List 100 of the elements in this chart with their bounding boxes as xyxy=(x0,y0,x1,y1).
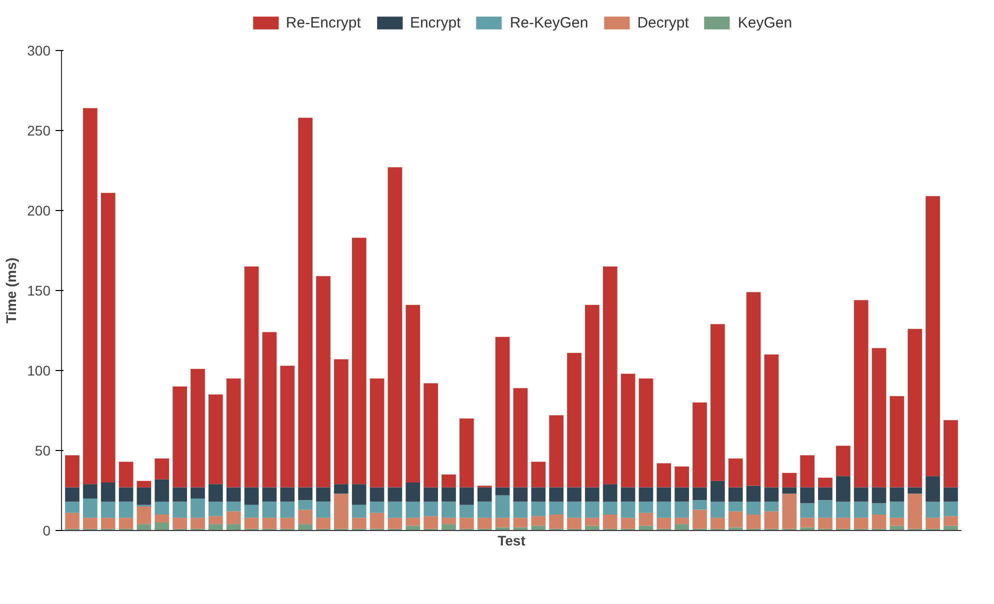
bar xyxy=(549,487,564,502)
y-tick-label: 50 xyxy=(34,442,51,458)
bar xyxy=(818,518,832,529)
bar xyxy=(83,518,98,529)
bar xyxy=(100,482,116,502)
bar xyxy=(136,506,152,524)
y-axis-title: Time (ms) xyxy=(3,258,20,324)
bar xyxy=(172,487,187,502)
bar xyxy=(602,502,618,514)
bar xyxy=(585,518,600,526)
bar xyxy=(602,266,618,484)
bar xyxy=(190,487,205,498)
bar xyxy=(585,526,600,530)
bar xyxy=(460,487,474,505)
bar xyxy=(352,238,366,484)
bar xyxy=(728,487,743,502)
bar xyxy=(262,518,277,529)
bar xyxy=(280,502,295,518)
bar xyxy=(513,518,528,528)
bar xyxy=(549,502,564,514)
bar xyxy=(495,518,510,528)
bar xyxy=(244,266,259,488)
bar xyxy=(406,518,420,526)
bar xyxy=(585,487,600,502)
bar xyxy=(118,502,134,518)
bar xyxy=(477,487,492,502)
bar xyxy=(460,518,474,529)
bar xyxy=(710,324,725,481)
bar xyxy=(83,484,98,498)
bar xyxy=(818,478,832,488)
bar xyxy=(280,366,295,488)
bar xyxy=(226,487,241,502)
bar xyxy=(136,487,152,505)
bar xyxy=(638,512,654,526)
bar xyxy=(298,118,312,488)
bar xyxy=(872,514,886,529)
bar xyxy=(728,458,743,488)
bar xyxy=(370,502,384,513)
bar xyxy=(65,487,80,502)
bar xyxy=(244,487,259,505)
bar xyxy=(890,396,904,488)
bar xyxy=(172,502,187,518)
bar xyxy=(890,518,904,526)
bar xyxy=(531,487,546,502)
bar xyxy=(620,374,636,488)
bar xyxy=(854,487,868,502)
bar xyxy=(370,512,384,529)
bar xyxy=(154,522,170,530)
bar xyxy=(620,518,636,529)
bar xyxy=(926,196,940,476)
bar xyxy=(370,487,384,502)
bar xyxy=(764,502,779,512)
bar xyxy=(442,474,456,488)
bar xyxy=(65,455,80,488)
bar xyxy=(531,502,546,516)
bar xyxy=(280,518,295,529)
bar xyxy=(316,518,330,529)
bar xyxy=(836,502,850,518)
bar xyxy=(710,480,725,502)
bar xyxy=(782,494,797,529)
bar xyxy=(620,502,636,518)
bar xyxy=(118,487,134,502)
bar xyxy=(692,510,707,529)
y-tick-label: 200 xyxy=(27,202,51,218)
bar xyxy=(944,526,958,530)
bar xyxy=(208,484,223,502)
bar xyxy=(226,502,241,512)
bar xyxy=(692,500,707,510)
bar xyxy=(638,502,654,513)
bar xyxy=(656,518,672,529)
bar xyxy=(944,502,958,516)
bar xyxy=(352,504,366,518)
bar xyxy=(674,466,689,488)
bar xyxy=(352,518,366,529)
bar xyxy=(674,502,689,518)
bar xyxy=(764,487,779,502)
bar xyxy=(244,518,259,529)
bar xyxy=(585,502,600,518)
bar xyxy=(656,487,672,502)
bar xyxy=(190,368,205,488)
bar xyxy=(118,462,134,488)
bar xyxy=(620,487,636,502)
bar xyxy=(406,482,420,502)
bar xyxy=(172,518,187,529)
bar xyxy=(531,526,546,530)
y-tick-label: 250 xyxy=(27,122,51,138)
bar xyxy=(100,518,116,529)
bar xyxy=(226,511,241,524)
bar xyxy=(854,300,868,488)
bar xyxy=(65,502,80,513)
bar xyxy=(298,510,312,524)
bar xyxy=(244,504,259,518)
bar xyxy=(442,524,456,530)
bar xyxy=(190,498,205,518)
bar xyxy=(316,502,330,518)
bar xyxy=(495,495,510,518)
bar xyxy=(442,502,456,518)
bar xyxy=(710,518,725,529)
bar xyxy=(513,502,528,518)
bar xyxy=(746,502,761,514)
